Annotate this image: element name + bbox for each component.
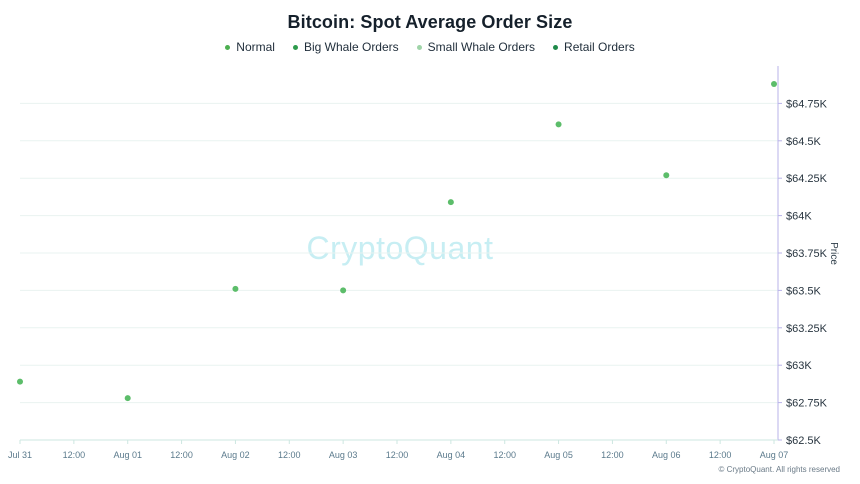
y-tick-label: $63K — [786, 360, 812, 372]
data-point — [340, 287, 347, 294]
x-tick-label: Jul 31 — [8, 450, 32, 460]
y-tick-label: $63.25K — [786, 323, 828, 335]
x-tick-label: Aug 06 — [652, 450, 681, 460]
legend-item-small-whale-orders[interactable]: Small Whale Orders — [416, 40, 536, 54]
data-point — [447, 199, 454, 206]
data-point — [17, 378, 23, 385]
data-point — [555, 121, 562, 128]
y-tick-label: $64.25K — [786, 173, 828, 185]
y-tick-label: $63.5K — [786, 285, 822, 297]
legend-big-whale-label: Big Whale Orders — [303, 40, 399, 54]
y-axis-title: Price — [827, 242, 839, 265]
x-tick-label: Aug 07 — [760, 450, 789, 460]
x-tick-label: 12:00 — [493, 450, 516, 460]
y-tick-label: $62.75K — [786, 398, 828, 410]
legend-item-normal[interactable]: Normal — [225, 40, 275, 54]
x-tick-label: Aug 04 — [437, 450, 466, 460]
legend-item-big-whale-orders[interactable]: Big Whale Orders — [292, 40, 399, 54]
legend-small-whale-dot-icon — [416, 44, 422, 50]
y-tick-label: $63.75K — [786, 248, 828, 260]
y-tick-label: $64.75K — [786, 98, 828, 110]
legend-item-retail-orders[interactable]: Retail Orders — [553, 40, 635, 54]
data-point — [232, 285, 239, 292]
x-tick-label: Aug 01 — [113, 450, 142, 460]
legend-small-whale-label: Small Whale Orders — [427, 40, 536, 54]
chart-title: Bitcoin: Spot Average Order Size — [287, 12, 573, 32]
legend-retail-dot-icon — [553, 44, 559, 50]
y-tick-label: $64K — [786, 211, 812, 223]
x-tick-label: 12:00 — [63, 450, 86, 460]
legend-normal-dot-icon — [225, 44, 231, 50]
x-tick-label: 12:00 — [170, 450, 193, 460]
legend-retail-label: Retail Orders — [564, 40, 635, 54]
x-tick-label: 12:00 — [709, 450, 732, 460]
x-tick-label: Aug 05 — [544, 450, 573, 460]
data-point — [124, 395, 131, 402]
y-tick-label: $64.5K — [786, 136, 822, 148]
data-point — [771, 80, 777, 87]
x-tick-label: 12:00 — [601, 450, 624, 460]
x-tick-label: Aug 02 — [221, 450, 250, 460]
legend-normal-label: Normal — [236, 40, 275, 54]
x-tick-label: 12:00 — [386, 450, 409, 460]
legend: Normal Big Whale Orders Small Whale Orde… — [0, 40, 860, 54]
y-tick-label: $62.5K — [786, 435, 822, 447]
copyright-footer: © CryptoQuant. All rights reserved — [718, 465, 841, 474]
x-tick-label: Aug 03 — [329, 450, 358, 460]
data-point — [663, 172, 670, 179]
x-tick-label: 12:00 — [278, 450, 301, 460]
legend-big-whale-dot-icon — [292, 44, 298, 50]
